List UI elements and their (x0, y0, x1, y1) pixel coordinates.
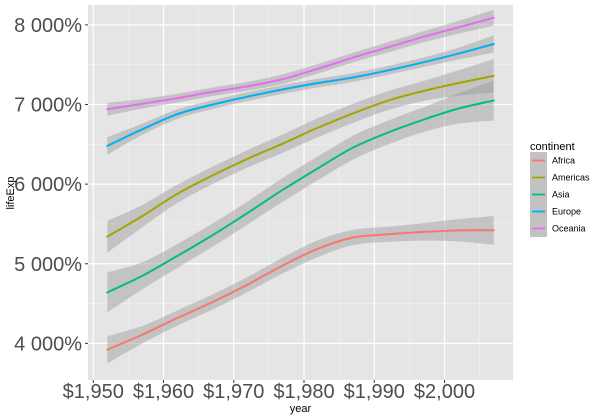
y-axis: 4 000% 5 000% 6 000% 7 000% 8 000% (14, 15, 88, 355)
x-tick-label: $1,960 (133, 381, 194, 403)
legend-key-africa (530, 152, 547, 169)
legend-title: continent (530, 141, 575, 153)
y-tick-label: 6 000% (14, 174, 82, 196)
legend: continent Africa Americas Asia Europe Oceani… (530, 141, 590, 237)
legend-key-americas (530, 169, 547, 186)
series-line-americas (106, 74, 495, 238)
x-tick-label: $1,990 (344, 381, 405, 403)
plot-panel (88, 5, 513, 380)
y-axis-title: lifeExp (5, 176, 17, 209)
y-tick-label: 7 000% (14, 95, 82, 117)
y-tick-label: 5 000% (14, 254, 82, 276)
x-axis-title: year (290, 403, 312, 415)
legend-label-oceania: Oceania (552, 224, 586, 234)
x-axis: $1,950 $1,960 $1,970 $1,980 $1,990 $2,000 (63, 380, 475, 403)
legend-label-europe: Europe (552, 207, 581, 217)
x-tick-label: $1,970 (203, 381, 264, 403)
series-line-europe (106, 43, 495, 147)
major-gridlines (88, 5, 513, 380)
legend-items: Africa Americas Asia Europe Oceania (530, 152, 590, 237)
series-line-africa (106, 229, 495, 351)
y-tick-label: 8 000% (14, 15, 82, 37)
legend-label-asia: Asia (552, 190, 570, 200)
series-line-asia (106, 99, 495, 294)
legend-label-americas: Americas (552, 173, 590, 183)
x-tick-label: $1,950 (63, 381, 124, 403)
confidence-band-europe (107, 35, 494, 155)
minor-gridlines (88, 5, 513, 380)
legend-key-oceania (530, 220, 547, 237)
confidence-band-oceania (107, 9, 494, 116)
x-tick-label: $2,000 (414, 381, 475, 403)
confidence-band-asia (107, 80, 494, 313)
legend-label-africa: Africa (552, 156, 575, 166)
legend-key-asia (530, 186, 547, 203)
confidence-band-americas (107, 59, 494, 253)
legend-key-europe (530, 203, 547, 220)
x-tick-label: $1,980 (273, 381, 334, 403)
y-tick-label: 4 000% (14, 333, 82, 355)
series-line-oceania (106, 16, 495, 111)
series-lines (106, 16, 495, 351)
